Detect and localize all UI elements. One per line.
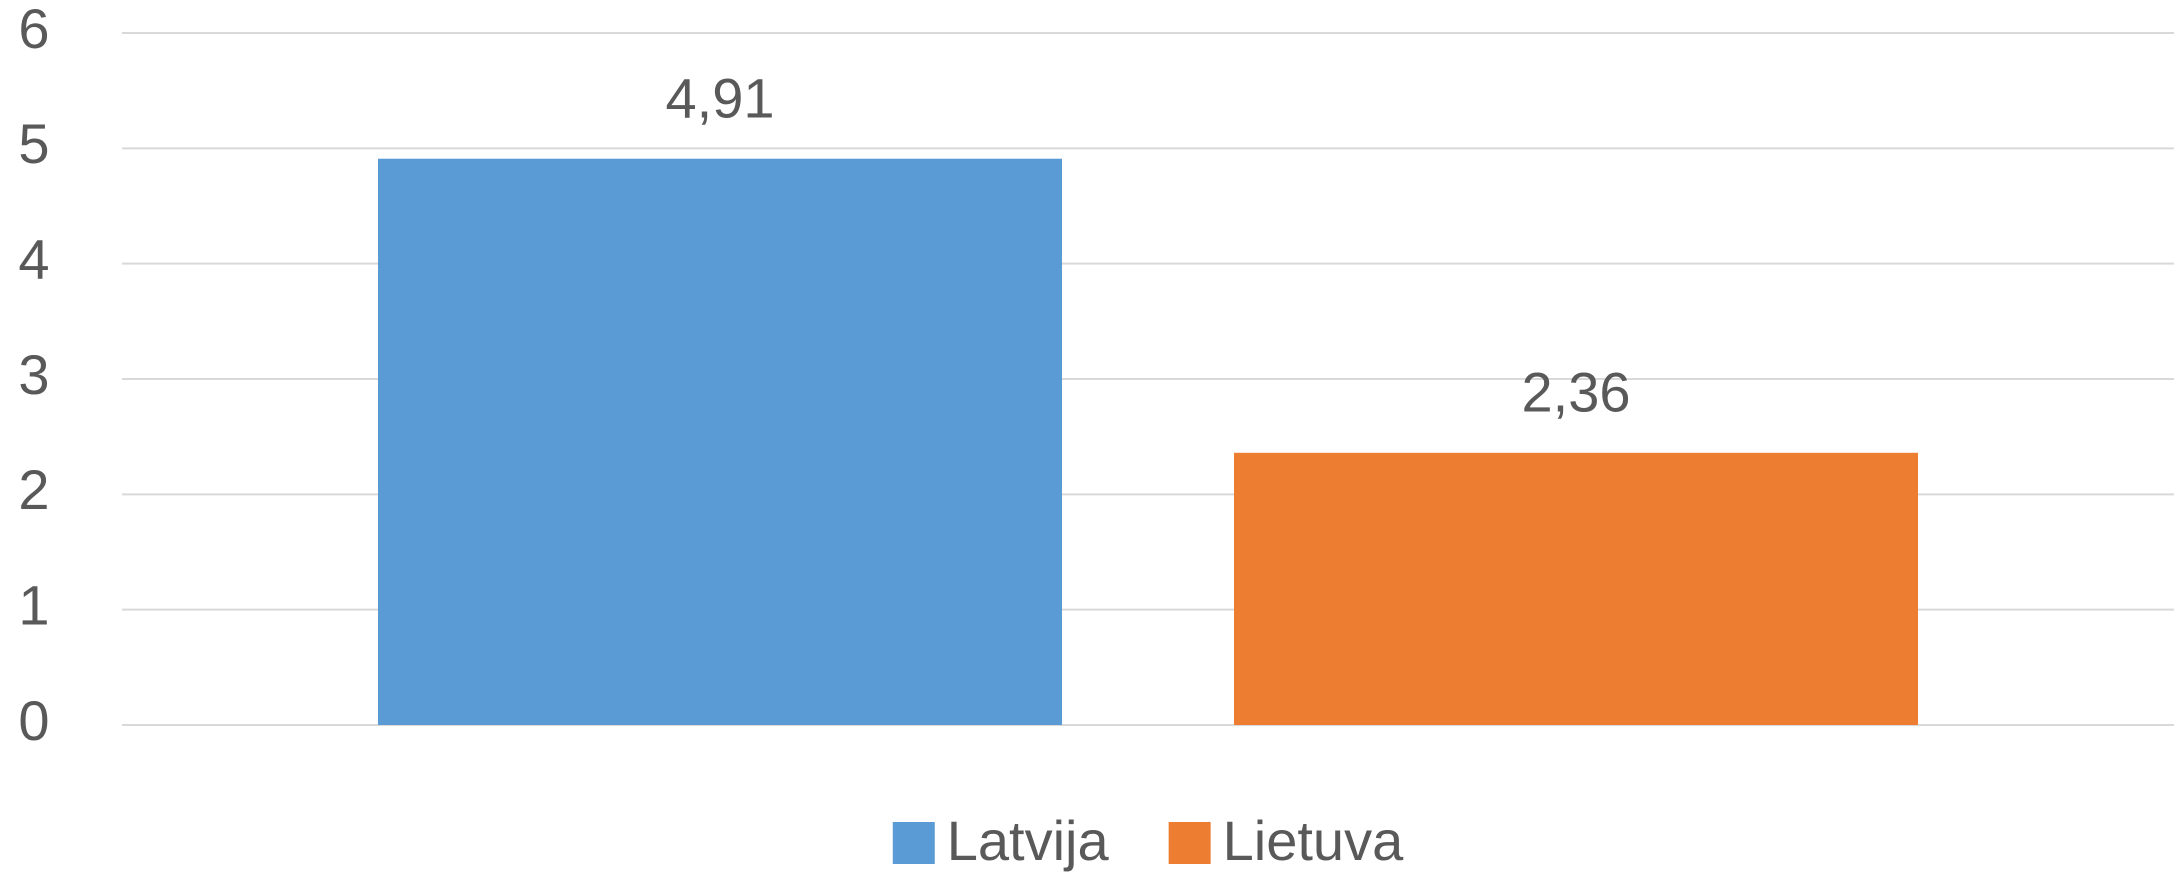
legend-swatch bbox=[1168, 822, 1211, 864]
legend-swatch bbox=[892, 822, 935, 864]
y-tick-label: 6 bbox=[18, 0, 49, 60]
y-tick-label: 5 bbox=[18, 112, 49, 175]
y-tick-label: 1 bbox=[18, 573, 49, 636]
data-label: 2,36 bbox=[1522, 361, 1631, 424]
y-tick-label: 4 bbox=[18, 227, 49, 290]
legend-label: Latvija bbox=[947, 809, 1110, 872]
data-label: 4,91 bbox=[666, 67, 775, 130]
bar bbox=[1234, 452, 1918, 725]
bar bbox=[378, 158, 1062, 726]
y-tick-label: 3 bbox=[18, 343, 49, 406]
y-tick-label: 2 bbox=[18, 458, 49, 521]
legend-label: Lietuva bbox=[1223, 809, 1404, 872]
y-tick-label: 0 bbox=[18, 689, 49, 752]
